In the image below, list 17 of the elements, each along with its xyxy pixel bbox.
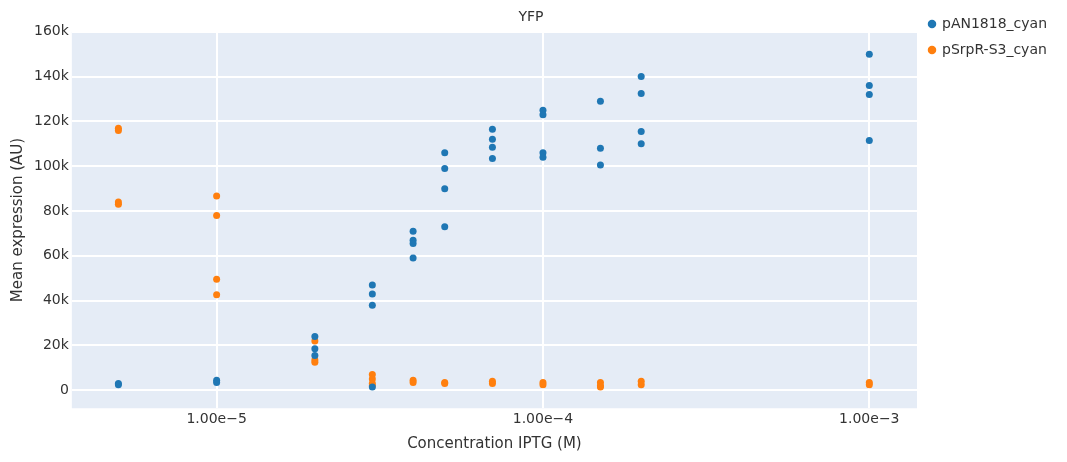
legend-label: pAN1818_cyan xyxy=(942,14,1047,31)
y-axis-title: Mean expression (AU) xyxy=(7,137,26,303)
y-tick-label: 60k xyxy=(42,246,70,263)
y-tick-label: 160k xyxy=(33,22,70,39)
y-tick-label: 100k xyxy=(33,156,70,173)
y-tick-label: 40k xyxy=(42,291,70,308)
x-tick-label: 1.00e−3 xyxy=(839,410,900,427)
y-tick-label: 0 xyxy=(59,380,69,397)
x-tick-label: 1.00e−4 xyxy=(512,410,574,427)
x-axis-title: Concentration IPTG (M) xyxy=(407,433,582,452)
y-tick-label: 80k xyxy=(42,201,70,218)
legend-label: pSrpR-S3_cyan xyxy=(942,40,1047,57)
chart-title: YFP xyxy=(517,8,544,25)
x-tick-label: 1.00e−5 xyxy=(186,410,247,427)
y-tick-label: 140k xyxy=(33,67,70,84)
y-tick-label: 120k xyxy=(33,112,70,129)
y-tick-label: 20k xyxy=(42,336,70,353)
